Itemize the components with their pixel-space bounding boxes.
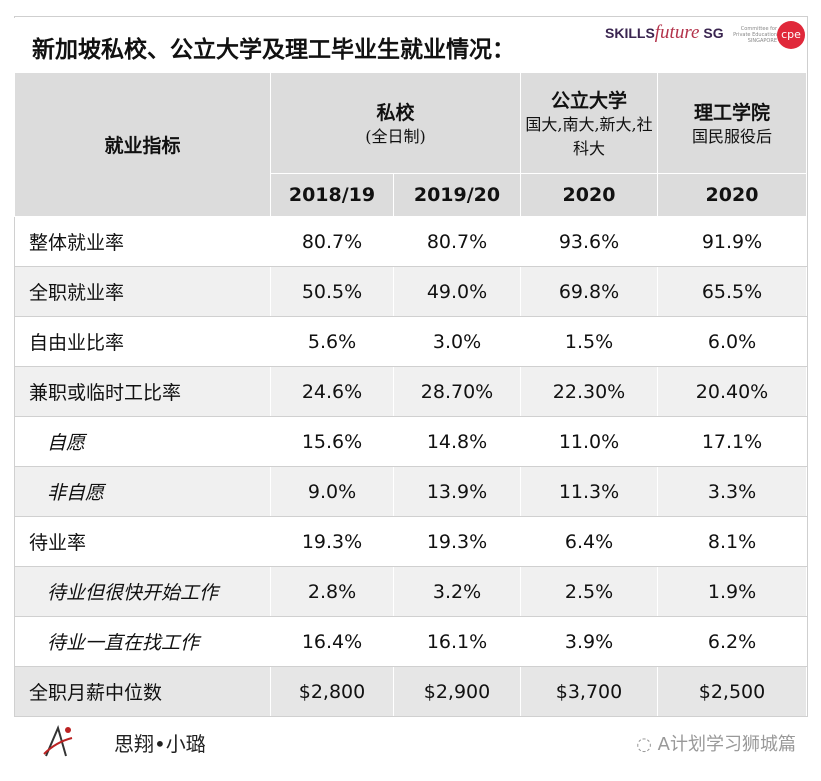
cell-value: 16.4% [270,616,394,667]
cell-value: 6.2% [657,616,807,667]
footer: 思翔•小璐 ◌ A计划学习狮城篇 [14,716,806,766]
cell-value: 6.0% [657,316,807,367]
cell-value: 20.40% [657,366,807,417]
author-name: 思翔•小璐 [114,732,206,756]
cell-value: $2,800 [270,666,394,717]
cell-value: 13.9% [393,466,521,517]
cell-value: 69.8% [520,266,658,317]
cell-value: 11.3% [520,466,658,517]
cell-value: 3.3% [657,466,807,517]
cpe-logo: Committee for Private Education SINGAPORE c… [725,20,805,52]
table-row: 待业但很快开始工作 2.8% 3.2% 2.5% 1.9% [14,566,807,617]
header-indicator: 就业指标 [14,72,271,217]
skillsfuture-logo: SKILLSfuture SG [605,22,724,43]
cell-value: 3.2% [393,566,521,617]
table-row: 兼职或临时工比率 24.6% 28.70% 22.30% 20.40% [14,366,807,417]
row-label: 待业一直在找工作 [14,616,271,667]
table-row: 全职就业率 50.5% 49.0% 69.8% 65.5% [14,266,807,317]
table-row: 待业率 19.3% 19.3% 6.4% 8.1% [14,516,807,567]
title-bar: 新加坡私校、公立大学及理工毕业生就业情况： [14,18,806,72]
cell-value: 2.5% [520,566,658,617]
cell-value: 6.4% [520,516,658,567]
row-label: 待业率 [14,516,271,567]
header-year: 2020 [520,173,658,217]
header-year: 2020 [657,173,807,217]
row-label: 自由业比率 [14,316,271,367]
cell-value: 16.1% [393,616,521,667]
table-row: 非自愿 9.0% 13.9% 11.3% 3.3% [14,466,807,517]
row-label: 自愿 [14,416,271,467]
cell-value: 22.30% [520,366,658,417]
cell-value: $3,700 [520,666,658,717]
cell-value: 15.6% [270,416,394,467]
cell-value: 80.7% [393,216,521,267]
table-row: 整体就业率 80.7% 80.7% 93.6% 91.9% [14,216,807,267]
cell-value: $2,900 [393,666,521,717]
cell-value: 19.3% [393,516,521,567]
header-group-public: 公立大学 国大,南大,新大,社科大 [520,72,658,174]
table-row: 自由业比率 5.6% 3.0% 1.5% 6.0% [14,316,807,367]
row-label: 全职就业率 [14,266,271,317]
cell-value: 17.1% [657,416,807,467]
cell-value: $2,500 [657,666,807,717]
header-year: 2019/20 [393,173,521,217]
employment-table: 就业指标 私校 (全日制) 公立大学 国大,南大,新大,社科大 理工学院 国民服役后 … [14,72,807,717]
cell-value: 8.1% [657,516,807,567]
cell-value: 3.0% [393,316,521,367]
cell-value: 11.0% [520,416,658,467]
cell-value: 2.8% [270,566,394,617]
row-label: 待业但很快开始工作 [14,566,271,617]
header-year: 2018/19 [270,173,394,217]
table-row: 自愿 15.6% 14.8% 11.0% 17.1% [14,416,807,467]
cell-value: 24.6% [270,366,394,417]
row-label: 全职月薪中位数 [14,666,271,717]
cell-value: 80.7% [270,216,394,267]
cell-value: 1.5% [520,316,658,367]
row-label: 非自愿 [14,466,271,517]
cell-value: 3.9% [520,616,658,667]
cell-value: 1.9% [657,566,807,617]
cell-value: 28.70% [393,366,521,417]
row-label: 兼职或临时工比率 [14,366,271,417]
cell-value: 14.8% [393,416,521,467]
cell-value: 50.5% [270,266,394,317]
table-row: 全职月薪中位数 $2,800 $2,900 $3,700 $2,500 [14,666,807,717]
header-group-private: 私校 (全日制) [270,72,521,174]
table-row: 待业一直在找工作 16.4% 16.1% 3.9% 6.2% [14,616,807,667]
cell-value: 91.9% [657,216,807,267]
cell-value: 5.6% [270,316,394,367]
page-title: 新加坡私校、公立大学及理工毕业生就业情况： [32,37,515,63]
brand-logo-icon [43,725,73,757]
header-group-poly: 理工学院 国民服役后 [657,72,807,174]
cell-value: 65.5% [657,266,807,317]
cell-value: 19.3% [270,516,394,567]
row-label: 整体就业率 [14,216,271,267]
wechat-icon: ◌ [636,734,658,755]
wechat-account: ◌ A计划学习狮城篇 [636,734,796,755]
cell-value: 9.0% [270,466,394,517]
cell-value: 49.0% [393,266,521,317]
cell-value: 93.6% [520,216,658,267]
